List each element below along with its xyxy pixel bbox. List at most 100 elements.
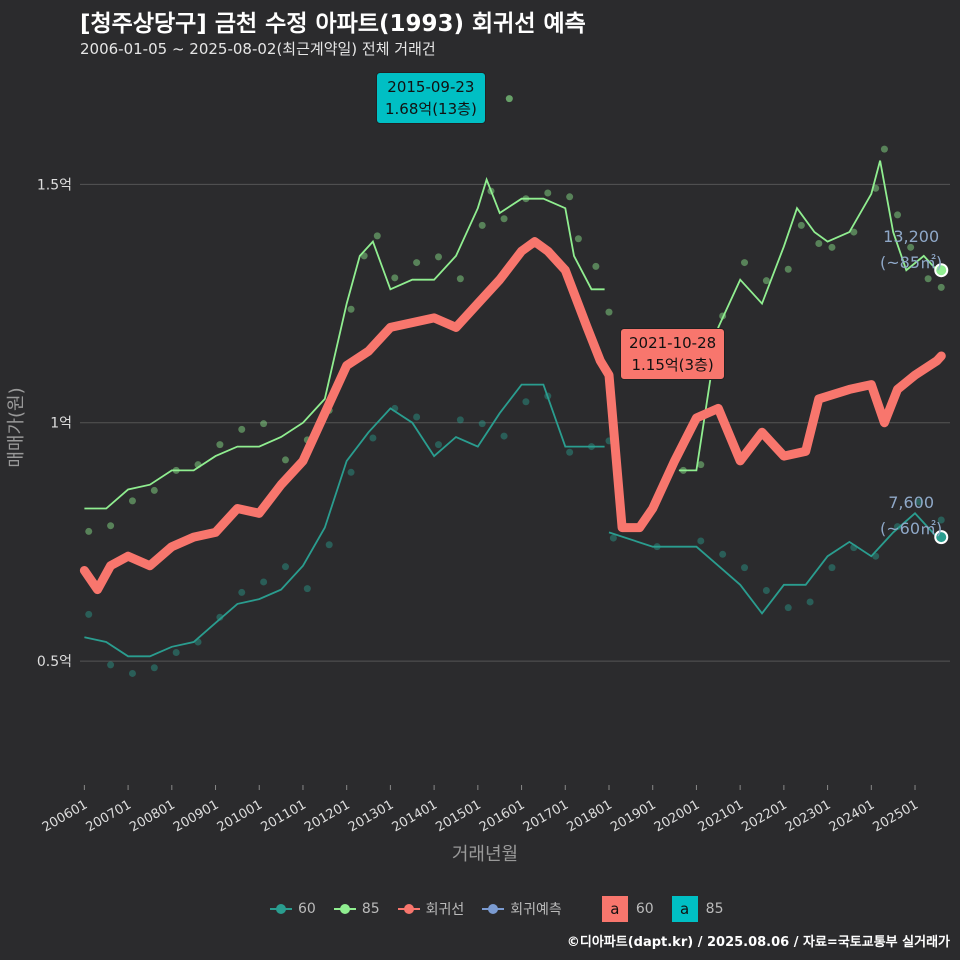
x-tick-label: 201401 bbox=[390, 797, 440, 835]
source-caption: ©디아파트(dapt.kr) / 2025.08.06 / 자료=국토교통부 실… bbox=[566, 935, 950, 950]
x-tick-label: 202101 bbox=[696, 797, 746, 835]
transaction-point-60 bbox=[609, 534, 617, 542]
legend-box-60-glyph: a bbox=[601, 896, 628, 922]
transaction-point-60 bbox=[216, 613, 224, 621]
regression-line bbox=[79, 237, 946, 595]
transaction-point-85 bbox=[544, 189, 552, 197]
transaction-point-85 bbox=[216, 441, 224, 449]
x-tick-label: 200701 bbox=[84, 797, 134, 835]
y-axis-label: 매매가(원) bbox=[6, 387, 27, 467]
legend-item-regression: 회귀선 bbox=[397, 899, 464, 919]
transaction-point-85 bbox=[697, 461, 705, 469]
transaction-point-60 bbox=[150, 664, 158, 672]
legend-key-regression bbox=[397, 902, 420, 916]
max-price-point bbox=[505, 95, 513, 103]
transaction-point-60 bbox=[238, 588, 246, 596]
recent-callout-date: 2021-10-28 bbox=[629, 334, 717, 352]
end-85-unit: (~85㎡) bbox=[880, 253, 943, 272]
transaction-point-60 bbox=[478, 420, 486, 428]
transaction-point-85 bbox=[478, 221, 486, 229]
transaction-point-85 bbox=[924, 275, 932, 283]
transaction-point-60 bbox=[741, 564, 749, 572]
transaction-point-85 bbox=[373, 232, 381, 240]
transaction-point-60 bbox=[85, 610, 93, 618]
legend-key-prediction bbox=[482, 902, 505, 916]
legend-label-85: 85 bbox=[361, 901, 380, 917]
transaction-point-60 bbox=[434, 441, 442, 449]
transaction-point-85 bbox=[107, 522, 115, 530]
y-tick-label: 0.5억 bbox=[37, 654, 72, 670]
x-tick-label: 201301 bbox=[346, 797, 396, 835]
end-85-value: 13,200 bbox=[883, 227, 940, 246]
chart-subtitle: 2006-01-05 ~ 2025-08-02(최근계약일) 전체 거래건 bbox=[80, 40, 436, 58]
transaction-point-60 bbox=[325, 541, 333, 549]
max-callout-date: 2015-09-23 bbox=[387, 78, 475, 96]
transaction-point-60 bbox=[762, 587, 770, 595]
transaction-point-85 bbox=[592, 262, 600, 270]
x-tick-label: 200901 bbox=[171, 797, 221, 835]
x-tick-label: 201001 bbox=[215, 797, 265, 835]
transaction-point-85 bbox=[880, 145, 888, 153]
recent-price-callout: 2021-10-28 1.15억(3층) bbox=[620, 328, 726, 380]
transaction-point-85 bbox=[434, 253, 442, 261]
max-price-callout: 2015-09-23 1.68억(13층) bbox=[376, 72, 486, 124]
x-tick-label: 200801 bbox=[127, 797, 177, 835]
transaction-point-60 bbox=[915, 498, 923, 506]
series-line-85 bbox=[84, 176, 605, 510]
x-tick-label: 202401 bbox=[827, 797, 877, 835]
legend-box-60-label: 60 bbox=[635, 901, 654, 917]
legend-item-60: 60 bbox=[270, 901, 316, 917]
transaction-point-85 bbox=[238, 425, 246, 433]
legend-item-prediction: 회귀예측 bbox=[482, 899, 562, 919]
x-tick-label: 201701 bbox=[521, 797, 571, 835]
transaction-point-85 bbox=[574, 235, 582, 243]
x-tick-label: 202501 bbox=[871, 797, 921, 835]
transaction-point-60 bbox=[128, 669, 136, 677]
transaction-point-60 bbox=[347, 468, 355, 476]
transaction-point-60 bbox=[784, 604, 792, 612]
transaction-point-85 bbox=[797, 221, 805, 229]
x-tick-label: 201801 bbox=[565, 797, 615, 835]
end-label-60: 7,600 (~60㎡) bbox=[880, 490, 942, 542]
end-60-value: 7,600 bbox=[888, 493, 935, 512]
transaction-point-60 bbox=[894, 523, 902, 531]
transaction-point-60 bbox=[828, 564, 836, 572]
x-tick-label: 202201 bbox=[739, 797, 789, 835]
legend-key-60 bbox=[270, 902, 292, 916]
transaction-point-85 bbox=[894, 211, 902, 219]
transaction-point-85 bbox=[566, 193, 574, 201]
legend-item-85: 85 bbox=[333, 901, 380, 917]
transaction-point-60 bbox=[303, 585, 311, 593]
transaction-point-60 bbox=[522, 398, 530, 406]
x-tick-label: 201501 bbox=[433, 797, 483, 835]
transaction-point-85 bbox=[937, 283, 945, 291]
x-tick-label: 201101 bbox=[258, 797, 308, 835]
transaction-point-85 bbox=[815, 240, 823, 248]
transaction-point-85 bbox=[784, 265, 792, 273]
x-tick-label: 201201 bbox=[302, 797, 352, 835]
series-line-60 bbox=[84, 383, 605, 658]
recent-callout-text: 1.15억(3층) bbox=[631, 356, 714, 374]
y-tick-label: 1억 bbox=[50, 416, 72, 432]
transaction-point-85 bbox=[907, 243, 915, 251]
transaction-point-85 bbox=[828, 243, 836, 251]
end-point-85 bbox=[934, 263, 949, 278]
legend-box-85: a 85 bbox=[671, 896, 724, 922]
transaction-point-85 bbox=[281, 456, 289, 464]
transaction-point-85 bbox=[347, 305, 355, 313]
legend-label-prediction: 회귀예측 bbox=[510, 902, 562, 918]
transaction-point-85 bbox=[150, 486, 158, 494]
x-tick-label: 202301 bbox=[783, 797, 833, 835]
transaction-point-60 bbox=[806, 598, 814, 606]
legend-box-85-label: 85 bbox=[705, 901, 724, 917]
chart-legend: 60 85 회귀선 회귀예측 a 60 a 85 bbox=[270, 896, 741, 922]
x-tick-label: 201901 bbox=[608, 797, 658, 835]
x-tick-label: 202001 bbox=[652, 797, 702, 835]
end-60-unit: (~60㎡) bbox=[880, 519, 943, 538]
transaction-point-60 bbox=[937, 516, 945, 524]
transaction-point-60 bbox=[456, 416, 464, 424]
transaction-point-85 bbox=[500, 215, 508, 223]
transaction-point-60 bbox=[566, 448, 574, 456]
transaction-point-60 bbox=[369, 434, 377, 442]
